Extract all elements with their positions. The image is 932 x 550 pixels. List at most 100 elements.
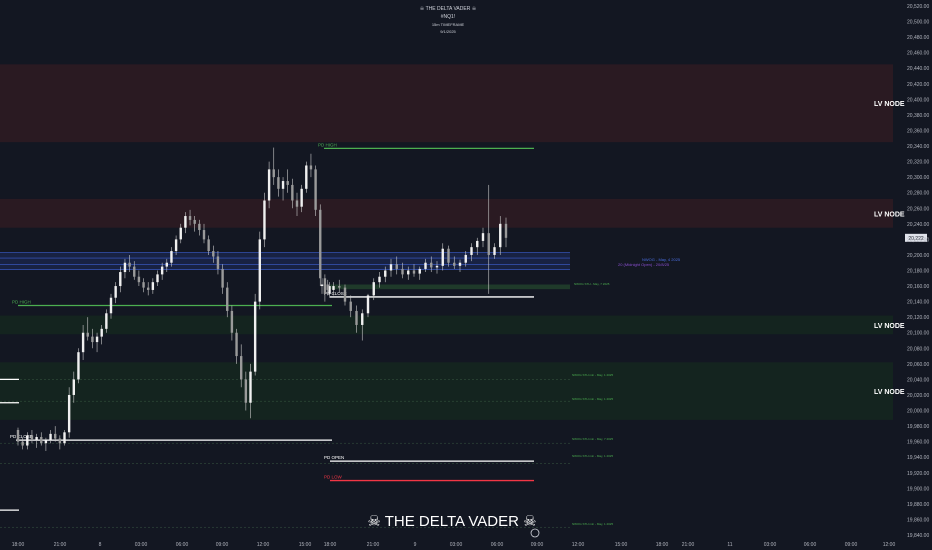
candle-body	[361, 313, 364, 325]
candle-5	[40, 432, 43, 446]
candle-6	[44, 437, 48, 451]
candle-79	[384, 266, 387, 283]
candle-65	[319, 204, 322, 287]
lv-node-zone-3	[0, 362, 893, 420]
current-price-label: 20,222	[908, 236, 924, 242]
header-date: 9/1/2025	[440, 29, 456, 34]
candle-18	[100, 324, 103, 345]
candle-100	[504, 217, 508, 248]
candle-90	[447, 245, 450, 267]
candle-body	[235, 332, 238, 357]
candle-body	[21, 441, 24, 446]
candle-body	[67, 394, 71, 433]
y-tick-label: 20,220.00	[907, 237, 929, 243]
candle-body	[105, 313, 108, 329]
y-tick-label: 20,120.00	[907, 315, 929, 321]
candle-8	[54, 426, 57, 442]
candle-body	[95, 336, 99, 343]
candle-63	[309, 153, 313, 178]
candle-93	[464, 251, 467, 267]
green-label-5: NWOG STH min - May, 1 2025	[572, 454, 613, 458]
x-tick-label: 8	[99, 542, 102, 548]
candle-59	[291, 178, 294, 209]
candle-body	[77, 352, 80, 380]
y-tick-label: 20,480.00	[907, 35, 929, 41]
candle-body	[447, 248, 450, 263]
candle-body	[430, 262, 433, 268]
candle-7	[49, 429, 52, 444]
candle-body	[378, 276, 381, 283]
y-tick-label: 19,840.00	[907, 533, 929, 539]
candle-body	[170, 251, 173, 263]
candle-2	[26, 432, 29, 450]
candle-62	[305, 161, 308, 193]
candle-38	[193, 216, 196, 232]
candle-97	[487, 184, 490, 294]
x-tick-label: 21:00	[54, 542, 67, 548]
candle-body	[221, 268, 224, 288]
y-tick-label: 20,040.00	[907, 377, 929, 383]
x-tick-label: 15:00	[615, 542, 628, 548]
candle-body	[35, 436, 38, 441]
candle-20	[109, 293, 113, 319]
candle-body	[58, 438, 62, 444]
candle-body	[504, 223, 508, 238]
candle-body	[332, 286, 335, 290]
candle-53	[263, 192, 266, 248]
candle-body	[44, 440, 48, 444]
y-tick-label: 19,880.00	[907, 502, 929, 508]
candle-83	[407, 266, 410, 280]
candle-14	[81, 324, 85, 360]
x-tick-label: 09:00	[216, 542, 229, 548]
candle-4	[35, 433, 38, 448]
y-tick-label: 20,320.00	[907, 160, 929, 166]
candle-88	[435, 261, 439, 274]
replay-icon[interactable]	[530, 528, 540, 538]
candle-0	[16, 427, 20, 446]
candle-86	[424, 258, 427, 273]
candle-body	[453, 262, 456, 266]
candle-body	[151, 282, 155, 290]
candle-22	[119, 266, 122, 293]
candle-23	[123, 258, 127, 279]
candle-body	[240, 356, 243, 380]
y-tick-label: 20,500.00	[907, 20, 929, 26]
level-label: PD CLOSE	[324, 291, 347, 296]
candle-50	[249, 363, 252, 419]
candle-13	[77, 348, 80, 384]
candle-body	[249, 371, 252, 403]
lv-node-zone-2	[0, 315, 893, 335]
green-label-6: NWOG STH min - May, 1 2025	[572, 522, 613, 526]
candle-99	[499, 216, 502, 255]
y-tick-label: 20,100.00	[907, 331, 929, 337]
y-tick-label: 20,060.00	[907, 362, 929, 368]
candle-33	[170, 247, 173, 267]
candle-49	[244, 371, 248, 411]
y-tick-label: 20,000.00	[907, 409, 929, 415]
candle-body	[476, 240, 479, 248]
candle-body	[137, 276, 141, 283]
candle-76	[366, 293, 370, 318]
candle-body	[355, 310, 358, 325]
candle-body	[16, 429, 20, 442]
x-tick-label: 06:00	[491, 542, 504, 548]
candle-77	[372, 278, 375, 301]
x-tick-label: 09:00	[531, 542, 544, 548]
candle-body	[188, 216, 192, 220]
candle-95	[476, 237, 479, 255]
candle-40	[202, 223, 206, 244]
candle-body	[160, 266, 164, 275]
blue-gap-zone	[0, 252, 570, 270]
candle-34	[174, 235, 178, 255]
y-tick-label: 20,400.00	[907, 97, 929, 103]
candle-body	[314, 169, 317, 210]
candle-body	[320, 284, 324, 287]
candle-70	[332, 282, 335, 296]
candle-51	[253, 293, 257, 376]
candle-body	[174, 239, 178, 252]
y-tick-label: 20,140.00	[907, 300, 929, 306]
candle-48	[240, 344, 243, 388]
candle-body	[40, 436, 43, 444]
candle-72	[343, 284, 347, 306]
